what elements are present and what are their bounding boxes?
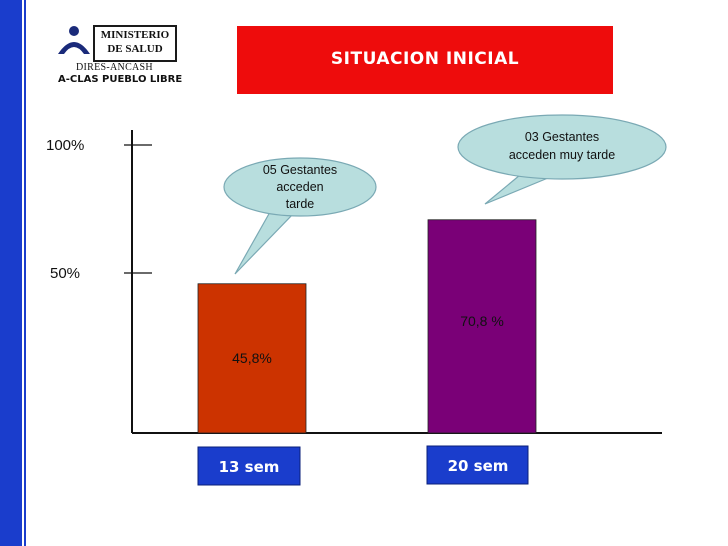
callout-text-line: 05 Gestantes bbox=[263, 163, 337, 177]
logo-aclas-text: A-CLAS PUEBLO LIBRE bbox=[58, 74, 183, 85]
slide-title: SITUACION INICIAL bbox=[330, 49, 520, 69]
callout-pointer bbox=[234, 211, 294, 275]
callout-text-line: 03 Gestantes bbox=[525, 130, 599, 144]
logo-ministerio-text: MINISTERIO bbox=[100, 29, 170, 41]
category-label: 20 sem bbox=[448, 457, 509, 475]
callout-bubble bbox=[223, 157, 377, 217]
left-accent-line bbox=[24, 0, 26, 546]
y-tick-label: 50% bbox=[50, 265, 80, 282]
ministry-logo: MINISTERIO DE SALUD DIRES-ANCASH A-CLAS … bbox=[52, 20, 183, 86]
callout-pointer bbox=[484, 174, 549, 205]
category-label-box bbox=[197, 446, 301, 486]
bar-value-label: 45,8% bbox=[232, 350, 272, 366]
bar bbox=[197, 283, 307, 434]
logo-salud-text: DE SALUD bbox=[107, 43, 163, 55]
callout-text-line: acceden muy tarde bbox=[509, 148, 615, 162]
logo-dires-text: DIRES-ANCASH bbox=[76, 62, 153, 73]
callout-text-line: acceden bbox=[276, 180, 323, 194]
y-tick-label: 100% bbox=[46, 137, 84, 154]
bar-value-label: 70,8 % bbox=[460, 313, 504, 329]
callout-text-line: tarde bbox=[286, 197, 315, 211]
logo-name-box: MINISTERIO DE SALUD bbox=[93, 25, 177, 62]
ministry-emblem-icon bbox=[58, 26, 90, 54]
bar bbox=[427, 219, 537, 434]
callout-bubble bbox=[457, 114, 667, 180]
category-label: 13 sem bbox=[219, 458, 280, 476]
title-banner: SITUACION INICIAL bbox=[237, 26, 613, 94]
left-accent-stripe bbox=[0, 0, 22, 546]
category-label-box bbox=[426, 445, 529, 485]
